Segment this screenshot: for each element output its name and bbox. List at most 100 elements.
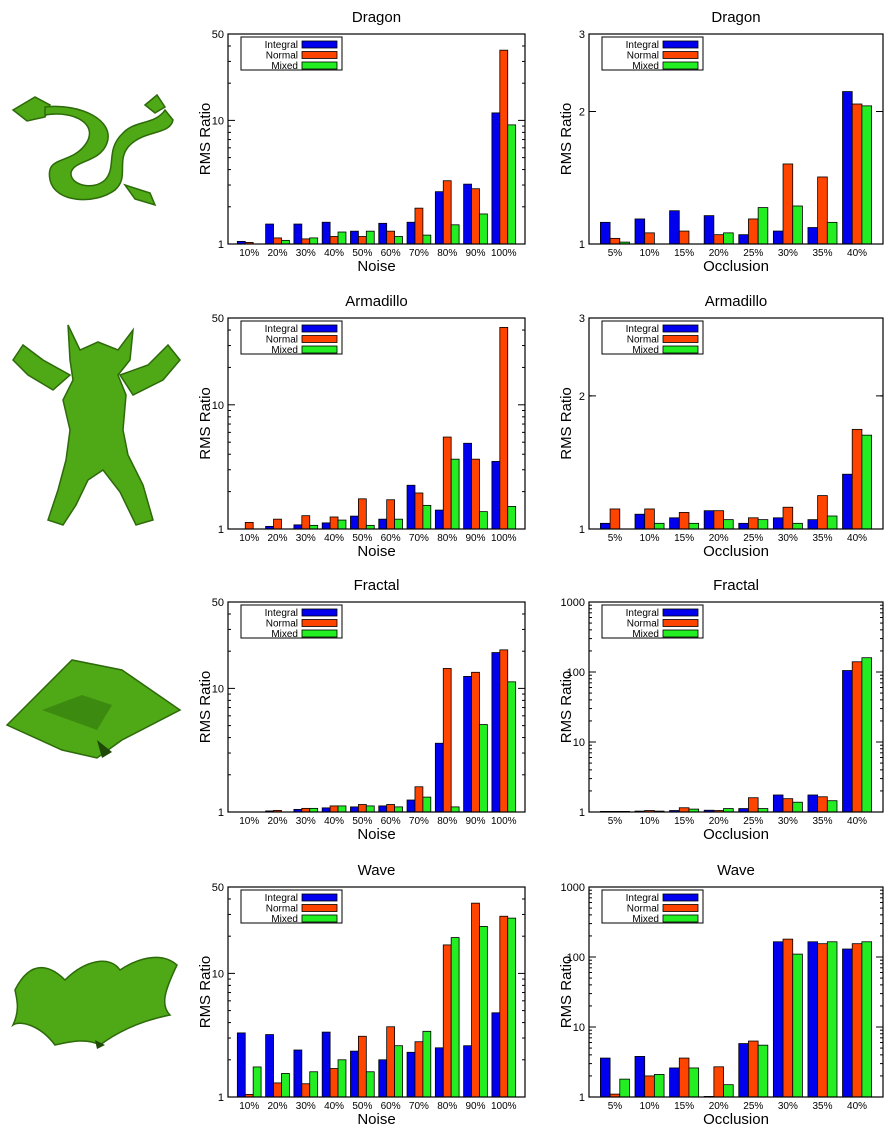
- x-tick-label: 70%: [409, 816, 429, 827]
- x-tick-label: 90%: [465, 816, 485, 827]
- bar-mixed-15%: [688, 1067, 700, 1098]
- bar-normal-40%: [851, 943, 863, 1098]
- bar-normal-80%: [442, 944, 452, 1098]
- x-tick-label: 15%: [674, 1101, 694, 1112]
- bar-normal-30%: [782, 506, 794, 530]
- y-tick-label: 1: [218, 524, 224, 536]
- bar-normal-35%: [817, 796, 828, 813]
- y-axis-label: RMS Ratio: [558, 103, 575, 176]
- bar-mixed-60%: [394, 236, 403, 245]
- bar-mixed-35%: [826, 221, 838, 245]
- legend-label: Integral: [265, 324, 298, 335]
- bar-integral-60%: [378, 1059, 388, 1098]
- x-axis-label: Occlusion: [703, 543, 769, 560]
- bar-normal-5%: [609, 237, 621, 245]
- legend-label: Normal: [627, 51, 659, 62]
- bar-integral-40%: [321, 522, 331, 530]
- legend-label: Normal: [266, 51, 298, 62]
- plot-frame: [227, 886, 526, 1098]
- x-axis-label: Noise: [357, 258, 395, 275]
- y-axis-label: RMS Ratio: [558, 671, 575, 744]
- x-tick-label: 40%: [847, 1101, 867, 1112]
- bar-normal-90%: [471, 671, 480, 813]
- x-tick-label: 35%: [812, 248, 832, 259]
- bar-normal-20%: [713, 510, 724, 530]
- bar-normal-40%: [329, 1068, 339, 1098]
- plot-frame: [227, 317, 526, 530]
- x-tick-label: 20%: [709, 816, 729, 827]
- y-tick-label: 10: [212, 683, 224, 695]
- x-tick-label: 10%: [239, 816, 259, 827]
- bar-normal-90%: [471, 458, 480, 530]
- bar-mixed-100%: [507, 681, 517, 813]
- x-axis-label: Occlusion: [703, 258, 769, 275]
- bar-integral-90%: [463, 442, 472, 530]
- x-tick-label: 40%: [324, 533, 344, 544]
- y-tick-label: 1000: [561, 597, 585, 609]
- chart-7: Wave Occlusion RMS Ratio 1 10 100 1000 5% 10% 15%…: [558, 862, 884, 1128]
- x-tick-label: 20%: [709, 533, 729, 544]
- y-tick-label: 2: [579, 107, 585, 119]
- bar-integral-30%: [293, 223, 303, 245]
- y-tick-label: 50: [212, 597, 224, 609]
- bar-integral-30%: [772, 794, 784, 813]
- bar-mixed-10%: [653, 1074, 665, 1098]
- legend-swatch-normal: [662, 51, 699, 59]
- x-tick-label: 60%: [381, 533, 401, 544]
- bar-integral-30%: [772, 941, 784, 1098]
- legend-swatch-mixed: [662, 345, 699, 354]
- bar-integral-10%: [634, 1056, 646, 1098]
- bar-integral-40%: [321, 221, 331, 245]
- bar-mixed-40%: [337, 805, 347, 813]
- bar-integral-35%: [807, 794, 819, 813]
- x-tick-label: 50%: [352, 816, 372, 827]
- x-tick-label: 60%: [381, 248, 401, 259]
- bar-normal-10%: [244, 522, 254, 530]
- bar-normal-30%: [301, 238, 311, 245]
- x-tick-label: 40%: [847, 533, 867, 544]
- bar-integral-20%: [703, 510, 715, 530]
- bar-normal-70%: [414, 492, 424, 530]
- legend-swatch-integral: [662, 324, 699, 333]
- x-tick-label: 10%: [239, 533, 259, 544]
- bar-normal-50%: [357, 236, 367, 245]
- x-tick-label: 30%: [778, 533, 798, 544]
- plot-frame: [227, 33, 526, 245]
- x-tick-label: 35%: [812, 1101, 832, 1112]
- bar-normal-15%: [678, 807, 690, 813]
- y-tick-label: 10: [212, 115, 224, 127]
- bar-normal-30%: [301, 515, 311, 530]
- legend-label: Integral: [626, 893, 659, 904]
- plot-frame: [227, 601, 526, 813]
- chart-title: Wave: [717, 862, 755, 879]
- x-tick-label: 35%: [812, 816, 832, 827]
- x-tick-label: 70%: [409, 533, 429, 544]
- legend-label: Normal: [266, 904, 298, 915]
- bar-normal-15%: [678, 1057, 690, 1098]
- chart-title: Dragon: [711, 9, 760, 26]
- legend-label: Integral: [626, 324, 659, 335]
- legend-label: Normal: [266, 619, 298, 630]
- x-tick-label: 100%: [491, 1101, 517, 1112]
- bar-normal-100%: [499, 327, 509, 530]
- bar-mixed-10%: [653, 522, 665, 530]
- bar-normal-25%: [748, 1040, 759, 1098]
- bar-normal-60%: [386, 230, 396, 245]
- y-axis-label: RMS Ratio: [197, 103, 214, 176]
- bar-normal-70%: [414, 786, 424, 813]
- bar-mixed-80%: [450, 937, 460, 1098]
- x-tick-label: 30%: [778, 816, 798, 827]
- legend-label: Normal: [627, 619, 659, 630]
- bar-normal-40%: [329, 236, 339, 245]
- bar-normal-30%: [782, 938, 794, 1098]
- bar-integral-90%: [463, 1045, 472, 1098]
- bar-mixed-20%: [281, 1073, 290, 1098]
- legend-label: Normal: [266, 335, 298, 346]
- x-tick-label: 10%: [640, 248, 660, 259]
- x-tick-label: 40%: [324, 1101, 344, 1112]
- chart-title: Fractal: [713, 577, 759, 594]
- plot-frame: [588, 33, 884, 245]
- chart-title: Armadillo: [705, 293, 768, 310]
- x-tick-label: 40%: [847, 248, 867, 259]
